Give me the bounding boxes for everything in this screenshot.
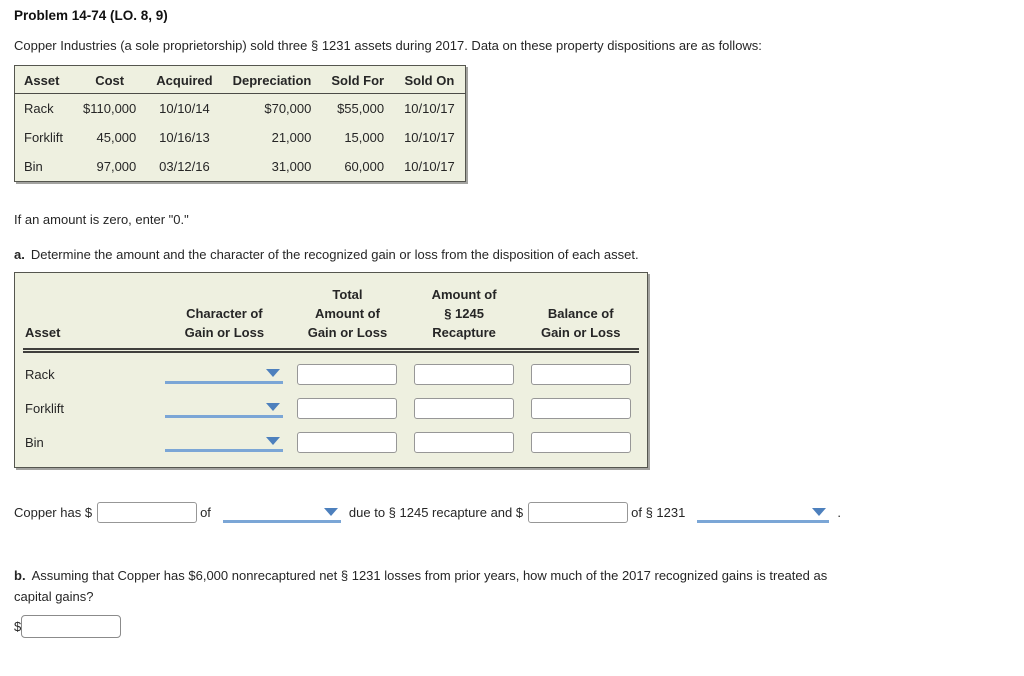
recapture-1245-input[interactable]: [414, 431, 515, 453]
recapture-1245-input[interactable]: [414, 397, 515, 419]
sec1231-amount-input[interactable]: [528, 502, 629, 523]
character-dropdown[interactable]: [165, 364, 284, 384]
dropdown-arrow-icon: [266, 437, 281, 445]
sentence-of-1231: of § 1231: [631, 505, 686, 520]
answer-table: Asset Character of Gain or Loss Total Am…: [14, 272, 648, 468]
cell-sold-for: 60,000: [344, 159, 385, 174]
cell-cost: $110,000: [83, 101, 137, 116]
balance-gain-loss-input[interactable]: [530, 397, 631, 419]
cell-sold-for: 15,000: [344, 130, 385, 145]
column-header-total-amount: Total Amount of Gain or Loss: [289, 285, 406, 342]
total-gain-loss-input[interactable]: [297, 397, 398, 419]
sentence-of: of: [200, 505, 211, 520]
gain-character-dropdown[interactable]: [222, 503, 341, 523]
header-line: Character of: [186, 306, 263, 321]
answer-row-rack: Rack: [23, 357, 639, 391]
currency-symbol: $: [14, 619, 22, 635]
cell-asset: Rack: [24, 101, 54, 116]
cell-asset: Bin: [24, 159, 43, 174]
cell-depreciation: 31,000: [271, 159, 312, 174]
column-header-acquired: Acquired: [146, 65, 223, 94]
sentence-period: .: [837, 505, 841, 520]
cell-acquired: 10/16/13: [159, 130, 210, 145]
zero-instruction-text: If an amount is zero, enter "0.": [14, 212, 189, 227]
answer-table-body: Rack Forklift: [23, 353, 639, 467]
recapture-1245-input[interactable]: [414, 363, 515, 385]
dropdown-arrow-icon: [323, 507, 338, 516]
part-b-text: Assuming that Copper has $6,000 nonrecap…: [14, 568, 828, 605]
total-gain-loss-input[interactable]: [297, 363, 398, 385]
sentence-middle: due to § 1245 recapture and $: [348, 505, 524, 520]
facts-header-row: Asset Cost Acquired Depreciation Sold Fo…: [14, 65, 466, 94]
problem-page: Problem 14-74 (LO. 8, 9) Copper Industri…: [14, 8, 1024, 639]
answer-row-forklift: Forklift: [23, 391, 639, 425]
header-line: Amount of: [431, 287, 497, 302]
balance-gain-loss-input[interactable]: [530, 363, 631, 385]
answer-table-header-row: Asset Character of Gain or Loss Total Am…: [23, 273, 639, 353]
header-line: Gain or Loss: [540, 325, 621, 340]
cell-depreciation: $70,000: [264, 101, 312, 116]
header-line: Amount of: [314, 306, 380, 321]
cell-acquired: 10/10/14: [159, 101, 210, 116]
cell-sold-on: 10/10/17: [404, 130, 455, 145]
recapture-amount-input[interactable]: [97, 502, 198, 523]
table-row: Forklift 45,000 10/16/13 21,000 15,000 1…: [15, 123, 466, 152]
part-b-label: b.: [14, 568, 26, 583]
header-line: Gain or Loss: [184, 325, 265, 340]
row-label: Bin: [25, 434, 44, 450]
header-line: Recapture: [432, 325, 496, 340]
cell-sold-on: 10/10/17: [404, 101, 455, 116]
summary-sentence: Copper has $ of due to § 1245 recapture …: [14, 502, 1024, 523]
character-dropdown[interactable]: [165, 432, 284, 452]
cell-cost: 45,000: [96, 130, 137, 145]
column-header-character: Character of Gain or Loss: [160, 304, 290, 342]
capital-gains-answer-input[interactable]: [21, 615, 122, 639]
table-row: Bin 97,000 03/12/16 31,000 60,000 10/10/…: [15, 152, 466, 182]
cell-sold-on: 10/10/17: [404, 159, 455, 174]
column-header-asset: Asset: [14, 65, 73, 94]
header-line: Gain or Loss: [307, 325, 388, 340]
asset-facts-table: Asset Cost Acquired Depreciation Sold Fo…: [14, 65, 466, 182]
total-gain-loss-input[interactable]: [297, 431, 398, 453]
balance-gain-loss-input[interactable]: [530, 431, 631, 453]
part-b-answer: $: [14, 615, 1024, 639]
row-label: Forklift: [25, 400, 64, 416]
answer-row-bin: Bin: [23, 425, 639, 459]
part-a-prompt: a. Determine the amount and the character…: [14, 247, 1024, 262]
column-header-sold-on: Sold On: [394, 65, 466, 94]
table-row: Rack $110,000 10/10/14 $70,000 $55,000 1…: [15, 94, 466, 124]
part-a-label: a.: [14, 247, 25, 262]
header-line: Asset: [25, 325, 61, 340]
column-header-sold-for: Sold For: [321, 65, 395, 94]
dropdown-arrow-icon: [812, 507, 827, 516]
part-b-prompt: b. Assuming that Copper has $6,000 nonrec…: [14, 565, 866, 607]
page-title: Problem 14-74 (LO. 8, 9): [14, 8, 168, 23]
column-header-balance: Balance of Gain or Loss: [522, 304, 639, 342]
row-label: Rack: [25, 366, 55, 382]
dropdown-arrow-icon: [266, 369, 281, 377]
header-line: Balance of: [547, 306, 614, 321]
header-line: § 1245: [444, 306, 484, 321]
part-a-text: Determine the amount and the character o…: [30, 247, 639, 262]
sec1231-character-dropdown[interactable]: [697, 503, 830, 523]
cell-depreciation: 21,000: [271, 130, 312, 145]
cell-sold-for: $55,000: [337, 101, 385, 116]
problem-intro-text: Copper Industries (a sole proprietorship…: [14, 38, 762, 53]
column-header-1245-recapture: Amount of § 1245 Recapture: [406, 285, 523, 342]
dropdown-arrow-icon: [266, 403, 281, 411]
character-dropdown[interactable]: [165, 398, 284, 418]
column-header-asset: Asset: [23, 323, 160, 342]
cell-acquired: 03/12/16: [159, 159, 210, 174]
column-header-depreciation: Depreciation: [222, 65, 322, 94]
cell-cost: 97,000: [96, 159, 137, 174]
column-header-cost: Cost: [73, 65, 147, 94]
header-line: Total: [332, 287, 363, 302]
cell-asset: Forklift: [24, 130, 63, 145]
sentence-lead: Copper has $: [14, 505, 93, 520]
